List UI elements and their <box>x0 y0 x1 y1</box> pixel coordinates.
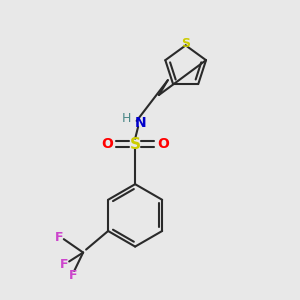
Text: F: F <box>68 269 77 282</box>
Text: N: N <box>135 116 146 130</box>
Text: H: H <box>122 112 131 125</box>
Text: O: O <box>157 137 169 151</box>
Text: F: F <box>60 258 69 271</box>
Text: F: F <box>55 231 64 244</box>
Text: S: S <box>181 37 190 50</box>
Text: S: S <box>130 136 141 152</box>
Text: O: O <box>102 137 113 151</box>
